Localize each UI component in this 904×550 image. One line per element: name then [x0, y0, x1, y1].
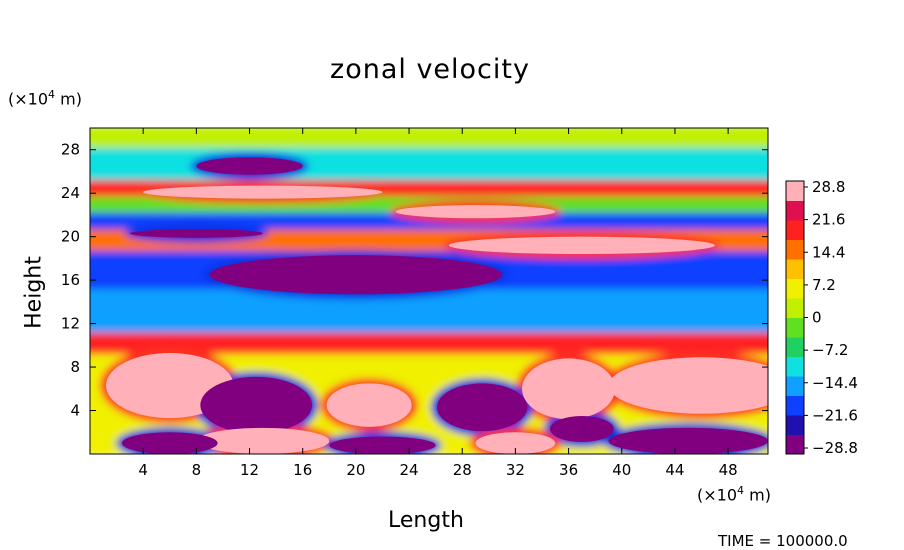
- field-blob: [549, 415, 614, 443]
- field-blob: [326, 383, 412, 427]
- colorbar-label: −14.4: [812, 374, 858, 392]
- x-tick-label: 4: [138, 461, 148, 479]
- colorbar-label: 21.6: [812, 211, 845, 229]
- colorbar-swatch: [786, 395, 804, 416]
- colorbar-swatch: [786, 259, 804, 279]
- colorbar-label: 0: [812, 309, 822, 327]
- x-tick-label: 8: [192, 461, 202, 479]
- x-tick-label: 40: [612, 461, 631, 479]
- field-blob: [475, 432, 556, 454]
- colorbar-swatch: [786, 434, 804, 455]
- field-blob: [448, 236, 715, 255]
- field-blob: [608, 427, 768, 454]
- field-blob: [196, 427, 330, 454]
- field-blob: [121, 432, 218, 454]
- colorbar-swatch: [786, 181, 804, 201]
- x-tick-label: 36: [559, 461, 578, 479]
- colorbar-swatch: [786, 337, 804, 357]
- y-tick-label: 20: [61, 228, 80, 246]
- velocity-field: [90, 128, 768, 454]
- x-axis: 4 8 12 16 20 24 28 32 36 40 44 48: [138, 128, 738, 479]
- colorbar-swatch: [786, 376, 804, 396]
- x-tick-label: 32: [506, 461, 525, 479]
- field-band: [90, 212, 768, 234]
- y-unit-label: (×104 m): [8, 88, 82, 109]
- field-blob: [143, 185, 383, 199]
- field-blob: [209, 255, 503, 295]
- field-band: [90, 128, 768, 152]
- field-blob: [196, 157, 303, 175]
- colorbar-label: −28.8: [812, 439, 858, 457]
- colorbar-swatch: [786, 200, 804, 221]
- x-tick-label: 20: [346, 461, 365, 479]
- colorbar-label: −7.2: [812, 341, 848, 359]
- field-blob: [329, 436, 436, 454]
- x-tick-label: 44: [665, 461, 684, 479]
- y-axis: 4 8 12 16 20 24 28: [61, 141, 768, 420]
- x-tick-label: 48: [719, 461, 738, 479]
- y-tick-label: 4: [70, 402, 80, 420]
- field-blob: [522, 358, 616, 420]
- colorbar-label: 7.2: [812, 276, 836, 294]
- colorbar-label: 14.4: [812, 243, 845, 261]
- colorbar-swatch: [786, 356, 804, 377]
- chart-title: zonal velocity: [330, 54, 530, 85]
- x-tick-label: 12: [240, 461, 259, 479]
- colorbar: 28.8 21.6 14.4 7.2 0 −7.2 −14.4 −21.6 −28.8: [785, 178, 858, 457]
- colorbar-label: 28.8: [812, 178, 845, 196]
- field-blob: [129, 229, 263, 238]
- field-blob: [395, 205, 556, 219]
- y-tick-label: 16: [61, 271, 80, 289]
- colorbar-swatch: [786, 298, 804, 318]
- y-tick-label: 8: [70, 358, 80, 376]
- colorbar-swatch: [786, 239, 804, 260]
- field-band: [90, 147, 768, 185]
- colorbar-swatch: [786, 415, 804, 435]
- field-band: [90, 289, 768, 337]
- colorbar-label: −21.6: [812, 406, 858, 424]
- colorbar-swatch: [786, 278, 804, 299]
- field-blob: [200, 376, 313, 434]
- colorbar-swatch: [786, 317, 804, 338]
- y-tick-label: 24: [61, 184, 80, 202]
- x-axis-label: Length: [388, 508, 464, 533]
- x-unit-label: (×104 m): [697, 484, 771, 505]
- x-tick-label: 16: [293, 461, 312, 479]
- x-tick-label: 28: [453, 461, 472, 479]
- colorbar-swatch: [786, 220, 804, 240]
- x-tick-label: 24: [400, 461, 419, 479]
- y-tick-label: 28: [61, 141, 80, 159]
- field-blob: [608, 357, 768, 414]
- y-tick-label: 12: [61, 315, 80, 333]
- plot-frame: [89, 127, 769, 455]
- field-blob: [436, 383, 528, 432]
